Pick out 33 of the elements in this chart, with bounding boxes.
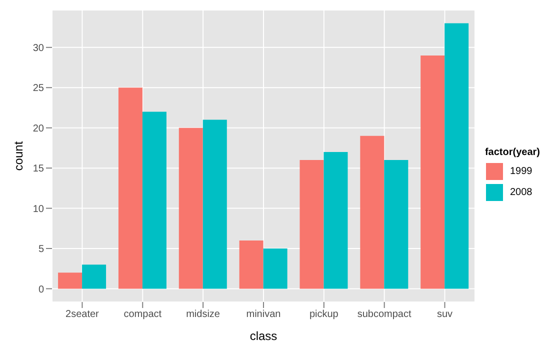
y-tick-label: 5 — [38, 244, 44, 256]
bar — [360, 136, 384, 289]
bar — [263, 248, 288, 289]
y-tick-label: 15 — [32, 164, 44, 175]
x-tick-label: subcompact — [357, 309, 412, 320]
x-axis-title: class — [250, 329, 278, 343]
bar — [202, 120, 227, 289]
bar — [324, 152, 348, 289]
legend-label: 1999 — [510, 166, 532, 176]
bar — [444, 23, 469, 289]
x-tick-label: minivan — [246, 309, 281, 320]
bar — [142, 112, 166, 289]
y-tick-label: 0 — [38, 284, 44, 296]
bar — [118, 88, 142, 289]
bar — [384, 160, 408, 289]
legend-title: factor(year) — [484, 146, 540, 158]
bar — [82, 264, 106, 289]
bar — [420, 55, 445, 289]
bar — [300, 160, 324, 289]
x-tick-label: midsize — [186, 309, 220, 320]
x-tick-label: compact — [124, 309, 162, 320]
y-tick-label: 10 — [32, 204, 44, 215]
bar — [239, 240, 264, 289]
y-tick-label: 30 — [32, 42, 44, 54]
x-tick-label: pickup — [309, 309, 339, 320]
legend-label: 2008 — [510, 186, 532, 198]
x-tick-label: suv — [436, 309, 453, 320]
x-tick-label: 2seater — [66, 309, 100, 320]
bar — [178, 128, 203, 289]
y-tick-label: 20 — [32, 123, 44, 134]
bar — [58, 272, 82, 289]
y-axis-title: count — [11, 140, 26, 171]
y-tick-label: 25 — [32, 83, 44, 94]
